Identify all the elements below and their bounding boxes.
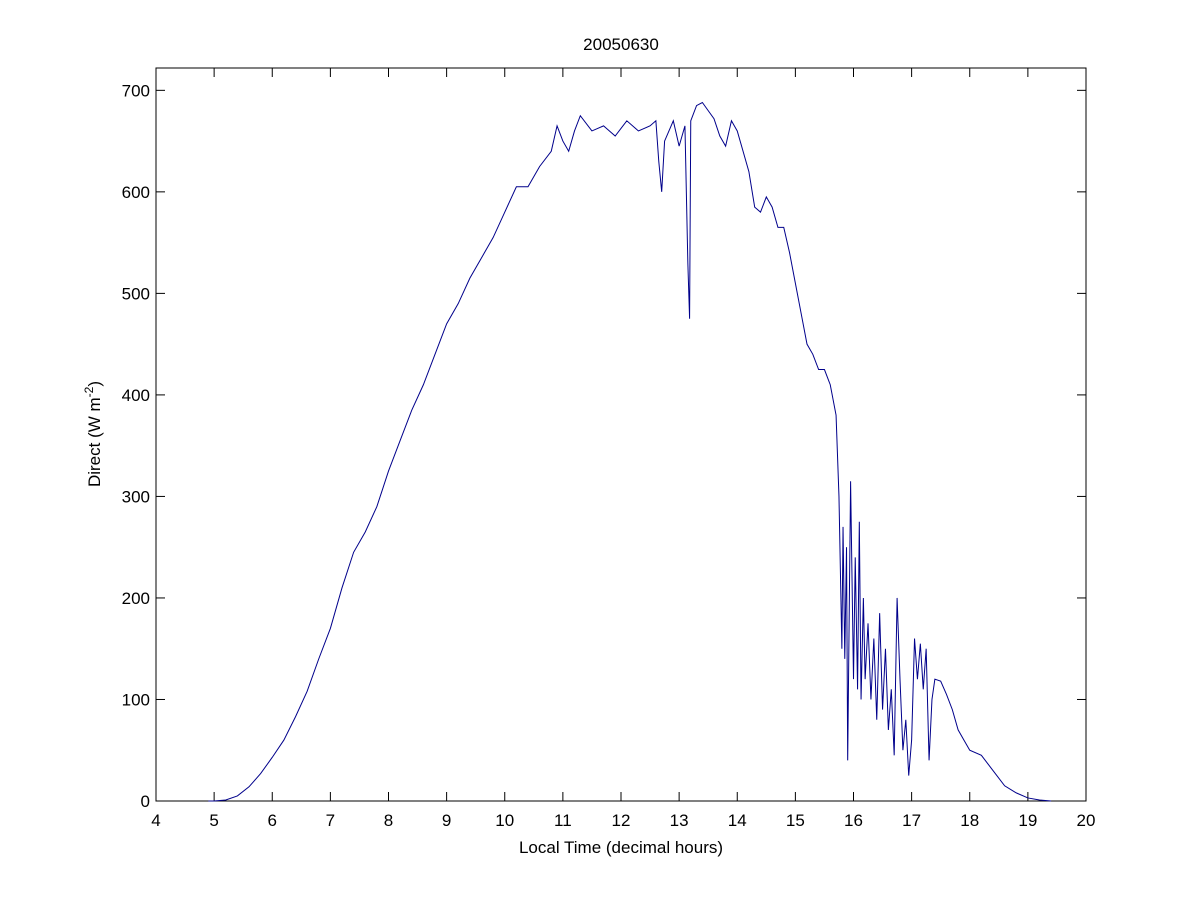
y-tick-label: 300 <box>122 487 150 506</box>
y-label-close: ) <box>85 381 104 387</box>
x-tick-label: 19 <box>1018 811 1037 830</box>
x-tick-label: 13 <box>670 811 689 830</box>
x-tick-label: 4 <box>151 811 160 830</box>
x-tick-label: 20 <box>1077 811 1096 830</box>
y-axis-label: Direct (W m-2) <box>82 381 104 487</box>
x-tick-label: 8 <box>384 811 393 830</box>
y-tick-label: 200 <box>122 589 150 608</box>
x-tick-label: 6 <box>268 811 277 830</box>
x-tick-label: 18 <box>960 811 979 830</box>
chart-title: 20050630 <box>583 35 659 54</box>
x-tick-label: 11 <box>554 811 572 830</box>
x-tick-label: 10 <box>495 811 514 830</box>
x-tick-label: 17 <box>902 811 921 830</box>
y-label-text: Direct (W m <box>85 397 104 487</box>
x-axis-label: Local Time (decimal hours) <box>519 838 723 857</box>
y-tick-label: 0 <box>141 792 150 811</box>
y-label-sup: -2 <box>82 386 96 397</box>
x-tick-label: 5 <box>209 811 218 830</box>
data-line <box>208 101 1052 802</box>
x-tick-label: 9 <box>442 811 451 830</box>
y-tick-label: 500 <box>122 284 150 303</box>
x-tick-label: 7 <box>326 811 335 830</box>
x-tick-label: 14 <box>728 811 747 830</box>
y-tick-label: 100 <box>122 690 150 709</box>
x-tick-label: 16 <box>844 811 863 830</box>
y-tick-label: 700 <box>122 81 150 100</box>
y-tick-label: 600 <box>122 183 150 202</box>
x-tick-label: 15 <box>786 811 805 830</box>
x-tick-label: 12 <box>612 811 631 830</box>
y-tick-label: 400 <box>122 386 150 405</box>
